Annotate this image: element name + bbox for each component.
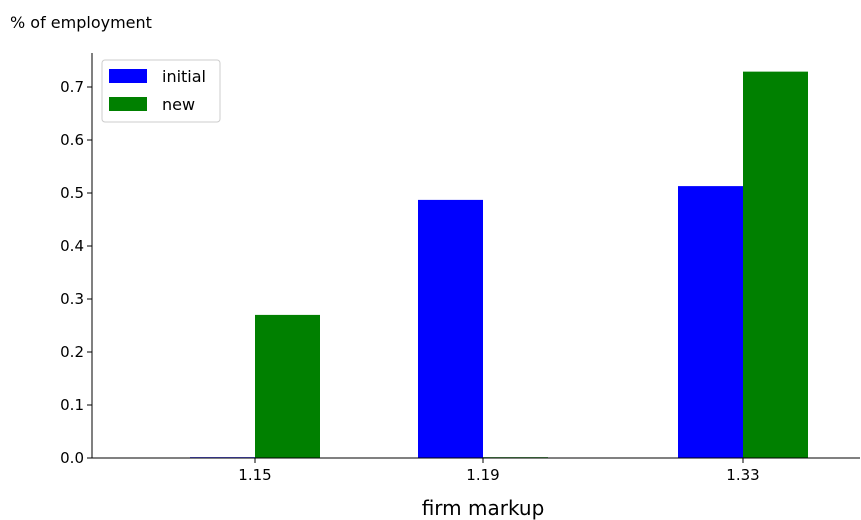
x-axis: 1.15 1.19 1.33 bbox=[92, 457, 860, 484]
x-axis-label: firm markup bbox=[422, 496, 545, 520]
y-axis: 0.0 0.1 0.2 0.3 0.4 0.5 0.6 0.7 bbox=[60, 53, 93, 467]
y-tick-label: 0.2 bbox=[60, 343, 84, 361]
legend-label-initial: initial bbox=[162, 67, 206, 86]
y-tick-label: 0.0 bbox=[60, 449, 84, 467]
bar-initial-1.19 bbox=[418, 199, 483, 458]
legend-swatch-new bbox=[109, 97, 147, 111]
legend-label-new: new bbox=[162, 95, 195, 114]
bars-group bbox=[190, 71, 808, 459]
x-tick-label: 1.19 bbox=[466, 466, 499, 484]
bar-initial-1.33 bbox=[678, 186, 743, 459]
x-tick-label: 1.33 bbox=[726, 466, 759, 484]
y-tick-label: 0.6 bbox=[60, 131, 84, 149]
legend-swatch-initial bbox=[109, 69, 147, 83]
y-tick-label: 0.4 bbox=[60, 237, 84, 255]
bar-new-1.33 bbox=[743, 71, 808, 458]
y-tick-label: 0.3 bbox=[60, 290, 84, 308]
y-tick-label: 0.7 bbox=[60, 78, 84, 96]
x-tick-label: 1.15 bbox=[238, 466, 271, 484]
bar-new-1.15 bbox=[255, 314, 320, 458]
legend: initial new bbox=[101, 59, 221, 123]
y-tick-label: 0.5 bbox=[60, 184, 84, 202]
y-tick-label: 0.1 bbox=[60, 396, 84, 414]
y-axis-label: % of employment bbox=[10, 13, 152, 32]
